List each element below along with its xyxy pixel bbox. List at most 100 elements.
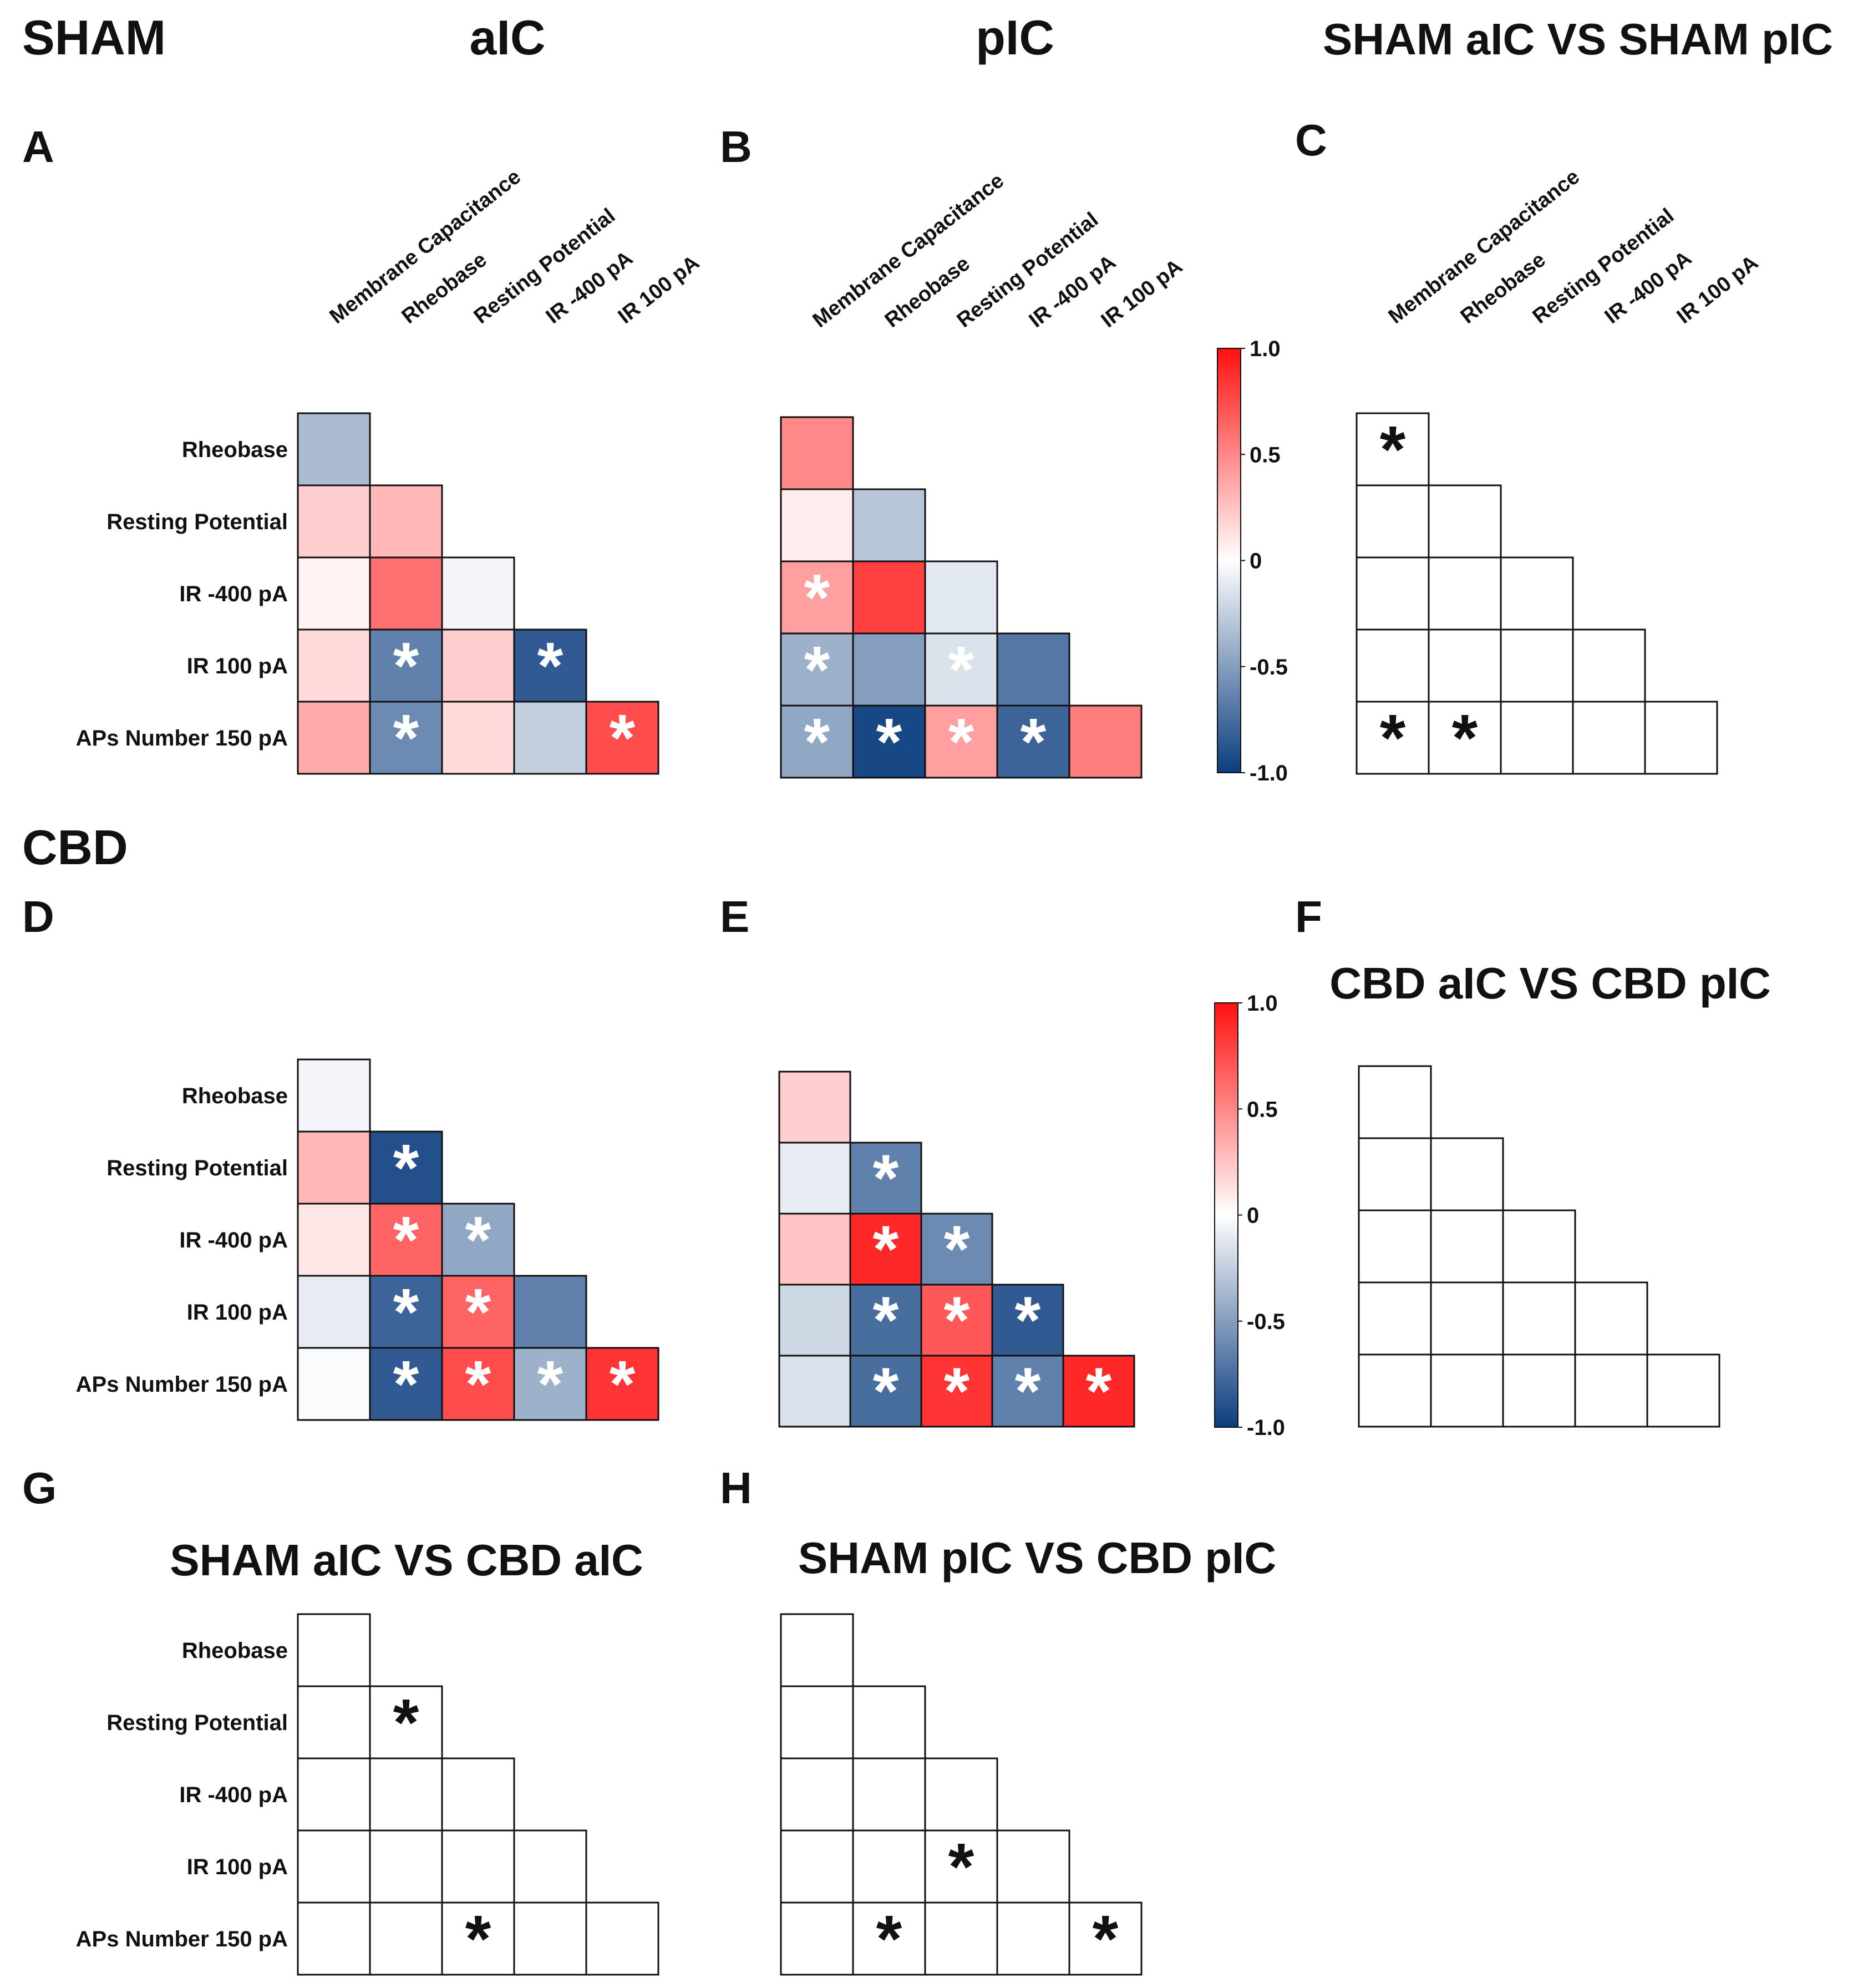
panel-e-cell-r1-c1 bbox=[849, 1142, 922, 1215]
panel-e-cell-r3-c0 bbox=[778, 1284, 851, 1357]
panel-e-significance-star-r4-c2: * bbox=[944, 1354, 970, 1428]
panel-h-cell-r0-c0 bbox=[780, 1613, 854, 1687]
panel-letter-h: H bbox=[720, 1463, 752, 1513]
panel-b-cell-r2-c1 bbox=[852, 560, 926, 635]
panel-d-cell-r4-c2 bbox=[441, 1347, 515, 1421]
panel-b-significance-star-r2-c0: * bbox=[804, 561, 830, 635]
panel-h-cell-r2-c0 bbox=[780, 1757, 854, 1832]
panel-a-cell-r1-c1 bbox=[369, 484, 443, 559]
panel-d-cell-r2-c2 bbox=[441, 1203, 515, 1277]
panel-a-row-label: IR -400 pA bbox=[179, 582, 288, 606]
colorbar-tick-label: 1.0 bbox=[1250, 337, 1281, 361]
panel-d-significance-star-r3-c2: * bbox=[465, 1275, 491, 1350]
panel-f-cell-r3-c3 bbox=[1574, 1281, 1648, 1356]
panel-g-cell-r1-c1 bbox=[369, 1685, 443, 1759]
panel-e-significance-star-r2-c1: * bbox=[873, 1212, 899, 1286]
panel-a-cell-r2-c0 bbox=[297, 556, 371, 631]
panel-e-significance-star-r4-c4: * bbox=[1086, 1354, 1112, 1428]
panel-c-cell-r3-c1 bbox=[1428, 628, 1502, 703]
panel-f-cell-r4-c2 bbox=[1502, 1353, 1576, 1428]
panel-f-cell-r3-c1 bbox=[1430, 1281, 1504, 1356]
panel-e-cell-r3-c2 bbox=[920, 1284, 993, 1357]
panel-e-significance-star-r3-c2: * bbox=[944, 1283, 970, 1357]
panel-f-cell-r4-c3 bbox=[1574, 1353, 1648, 1428]
panel-f-cell-r4-c0 bbox=[1358, 1353, 1432, 1428]
panel-d-row-label: Resting Potential bbox=[106, 1156, 288, 1180]
panel-a-row-label: Rheobase bbox=[182, 438, 288, 462]
panel-e-cell-r4-c4 bbox=[1062, 1355, 1135, 1428]
panel-c-cell-r3-c3 bbox=[1572, 628, 1646, 703]
panel-d-cell-r4-c1 bbox=[369, 1347, 443, 1421]
panel-e-cell-r1-c0 bbox=[778, 1142, 851, 1215]
panel-b-heatmap: ** ** * * *Membrane CapacitanceRheobaseResti… bbox=[780, 169, 1187, 779]
panel-g-cell-r3-c1 bbox=[369, 1829, 443, 1904]
panel-d-significance-star-r4-c3: * bbox=[537, 1347, 564, 1422]
panel-a-significance-star-r4-c4: * bbox=[610, 701, 636, 775]
panel-d-row-label: IR -400 pA bbox=[179, 1228, 288, 1252]
panel-a-cell-r4-c0 bbox=[297, 701, 371, 775]
panel-a-cell-r4-c4 bbox=[585, 701, 659, 775]
panel-b-cell-r3-c3 bbox=[996, 632, 1070, 707]
panel-h-cell-r2-c2 bbox=[924, 1757, 998, 1832]
panel-letter-a: A bbox=[22, 122, 54, 171]
panel-d-cell-r2-c0 bbox=[297, 1203, 371, 1277]
panel-b-cell-r4-c1 bbox=[852, 704, 926, 779]
panel-c-cell-r1-c1 bbox=[1428, 484, 1502, 559]
panel-g-significance-star-r1-c1: * bbox=[393, 1686, 419, 1760]
panel-c-significance-star-r4-c0: * bbox=[1380, 701, 1406, 775]
panel-c-cell-r2-c0 bbox=[1356, 556, 1430, 631]
panel-f-cell-r3-c0 bbox=[1358, 1281, 1432, 1356]
panel-e-cell-r2-c2 bbox=[920, 1213, 993, 1286]
panel-g-cell-r2-c2 bbox=[441, 1757, 515, 1832]
panel-a-significance-star-r3-c1: * bbox=[393, 629, 419, 703]
panel-d-significance-star-r3-c1: * bbox=[393, 1275, 419, 1350]
panel-e-cell-r4-c2 bbox=[920, 1355, 993, 1428]
panel-e-significance-star-r3-c1: * bbox=[873, 1283, 899, 1357]
aic-column-title: aIC bbox=[470, 10, 546, 65]
colorbar-tick-label: -0.5 bbox=[1247, 1310, 1285, 1334]
sham-compare-title: SHAM aIC VS SHAM pIC bbox=[1323, 14, 1833, 64]
colorbar-top: 1.0 0.5 0 -0.5 -1.0 bbox=[1217, 337, 1288, 785]
panel-d-significance-star-r4-c2: * bbox=[465, 1347, 491, 1422]
panel-h-significance-star-r4-c4: * bbox=[1093, 1902, 1119, 1976]
panel-d-cell-r1-c1 bbox=[369, 1130, 443, 1205]
panel-a-row-label: Resting Potential bbox=[106, 510, 288, 534]
panel-d-cell-r3-c1 bbox=[369, 1275, 443, 1349]
panel-f-cell-r4-c1 bbox=[1430, 1353, 1504, 1428]
colorbar-tick-label: 1.0 bbox=[1247, 991, 1278, 1016]
panel-b-cell-r1-c0 bbox=[780, 488, 854, 562]
panel-g-cell-r4-c4 bbox=[585, 1901, 659, 1976]
panel-d-cell-r4-c0 bbox=[297, 1347, 371, 1421]
panel-h-cell-r4-c3 bbox=[996, 1901, 1070, 1976]
panel-e-significance-star-r4-c1: * bbox=[873, 1354, 899, 1428]
panel-h-significance-star-r4-c1: * bbox=[876, 1902, 902, 1976]
panel-h-cell-r2-c1 bbox=[852, 1757, 926, 1832]
panel-a-cell-r3-c1 bbox=[369, 628, 443, 703]
panel-a-significance-star-r4-c1: * bbox=[393, 701, 419, 775]
panel-b-cell-r4-c4 bbox=[1068, 704, 1143, 779]
panel-c-cell-r3-c0 bbox=[1356, 628, 1430, 703]
panel-g-significance-grid: * * Rheobase Resting Potential IR -400 pA IR … bbox=[76, 1613, 659, 1976]
panel-e-significance-star-r4-c3: * bbox=[1015, 1354, 1041, 1428]
panel-g-cell-r0-c0 bbox=[297, 1613, 371, 1687]
panel-c-cell-r4-c2 bbox=[1500, 701, 1574, 775]
panel-e-significance-star-r3-c3: * bbox=[1015, 1283, 1041, 1357]
panel-c-cell-r2-c2 bbox=[1500, 556, 1574, 631]
panel-e-cell-r0-c0 bbox=[778, 1071, 851, 1144]
panel-c-cell-r3-c2 bbox=[1500, 628, 1574, 703]
panel-d-significance-star-r2-c2: * bbox=[465, 1203, 491, 1277]
panel-c-cell-r4-c4 bbox=[1644, 701, 1718, 775]
panel-b-cell-r4-c0 bbox=[780, 704, 854, 779]
panel-h-cell-r1-c1 bbox=[852, 1685, 926, 1759]
panel-f-cell-r1-c1 bbox=[1430, 1137, 1504, 1211]
panel-d-significance-star-r1-c1: * bbox=[393, 1131, 419, 1205]
panel-h-cell-r4-c4 bbox=[1068, 1901, 1143, 1976]
panel-c-cell-r2-c1 bbox=[1428, 556, 1502, 631]
panel-h-significance-star-r3-c2: * bbox=[948, 1830, 974, 1904]
colorbar-tick-label: -1.0 bbox=[1247, 1416, 1285, 1440]
panel-g-cell-r2-c0 bbox=[297, 1757, 371, 1832]
panel-b-cell-r3-c1 bbox=[852, 632, 926, 707]
panel-e-cell-r2-c0 bbox=[778, 1213, 851, 1286]
g-compare-title: SHAM aIC VS CBD aIC bbox=[170, 1535, 643, 1585]
